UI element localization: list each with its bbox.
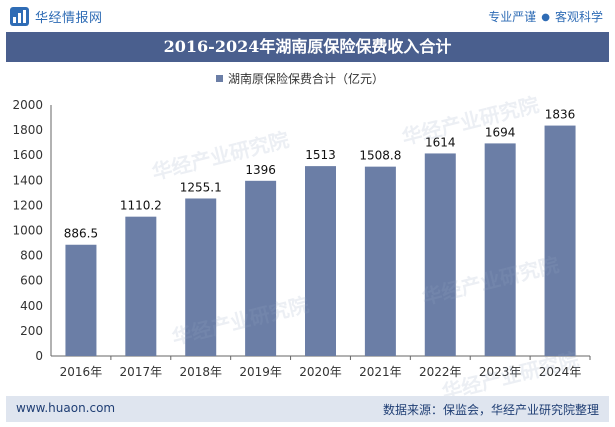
legend-swatch [216,75,223,82]
title-bar: 2016-2024年湖南原保险保费收入合计 [6,32,609,62]
y-tick-label: 1600 [12,148,43,162]
x-tick-label: 2016年 [60,365,103,379]
bar-chart: 湖南原保险保费合计（亿元） 0 200 400 600 800 1000 1200 1400 16… [12,71,591,379]
brand-logo[interactable]: 华经情报网 [10,6,103,26]
x-tick-label: 2023年 [479,365,522,379]
x-tick-label: 2018年 [179,365,222,379]
bar [305,166,336,356]
data-label: 1396 [245,163,276,177]
x-tick-label: 2017年 [120,365,163,379]
bar [125,216,157,356]
y-tick-label: 600 [20,274,43,288]
x-tick-label: 2024年 [539,365,582,379]
x-tick-label: 2019年 [239,365,282,379]
y-tick-label: 1800 [12,123,43,137]
bar [424,153,456,356]
y-tick-label: 400 [20,299,43,313]
y-tick-label: 0 [35,349,43,363]
bar [185,198,217,356]
x-tick-label: 2022年 [419,365,462,379]
y-tick-label: 1400 [12,173,43,187]
bar [544,125,576,356]
footer-bar: www.huaon.com 数据来源：保监会，华经产业研究院整理 [6,396,609,422]
y-tick-label: 1200 [12,198,43,212]
data-label: 886.5 [64,227,98,241]
y-tick-label: 800 [20,249,43,263]
data-label: 1255.1 [180,180,222,194]
data-label: 1614 [425,135,456,149]
data-label: 1694 [485,125,516,139]
bar [364,166,396,356]
chart-title: 2016-2024年湖南原保险保费收入合计 [163,37,452,56]
bar [245,180,277,356]
data-label: 1513 [305,148,336,162]
bar [65,244,97,356]
chart-area: 湖南原保险保费合计（亿元） 0 200 400 600 800 1000 1200 1400 16… [0,64,615,394]
y-tick-label: 2000 [12,98,43,112]
tagline: 专业严谨 ● 客观科学 [488,8,603,25]
data-label: 1836 [545,108,576,122]
logo-text: 华经情报网 [35,10,103,26]
y-tick-label: 1000 [12,224,43,238]
data-label: 1508.8 [359,149,401,163]
dot-separator-icon: ● [541,12,550,23]
bar [484,143,516,356]
legend-label: 湖南原保险保费合计（亿元） [228,71,384,86]
footer-url[interactable]: www.huaon.com [16,401,116,415]
x-tick-label: 2021年 [359,365,402,379]
top-bar: 华经情报网 专业严谨 ● 客观科学 [0,0,615,32]
data-label: 1110.2 [120,199,162,213]
logo-icon [10,6,29,26]
tagline-left: 专业严谨 [488,10,537,24]
y-tick-label: 200 [20,324,43,338]
x-tick-label: 2020年 [299,365,342,379]
tagline-right: 客观科学 [554,10,603,24]
data-source: 数据来源：保监会，华经产业研究院整理 [382,403,599,417]
